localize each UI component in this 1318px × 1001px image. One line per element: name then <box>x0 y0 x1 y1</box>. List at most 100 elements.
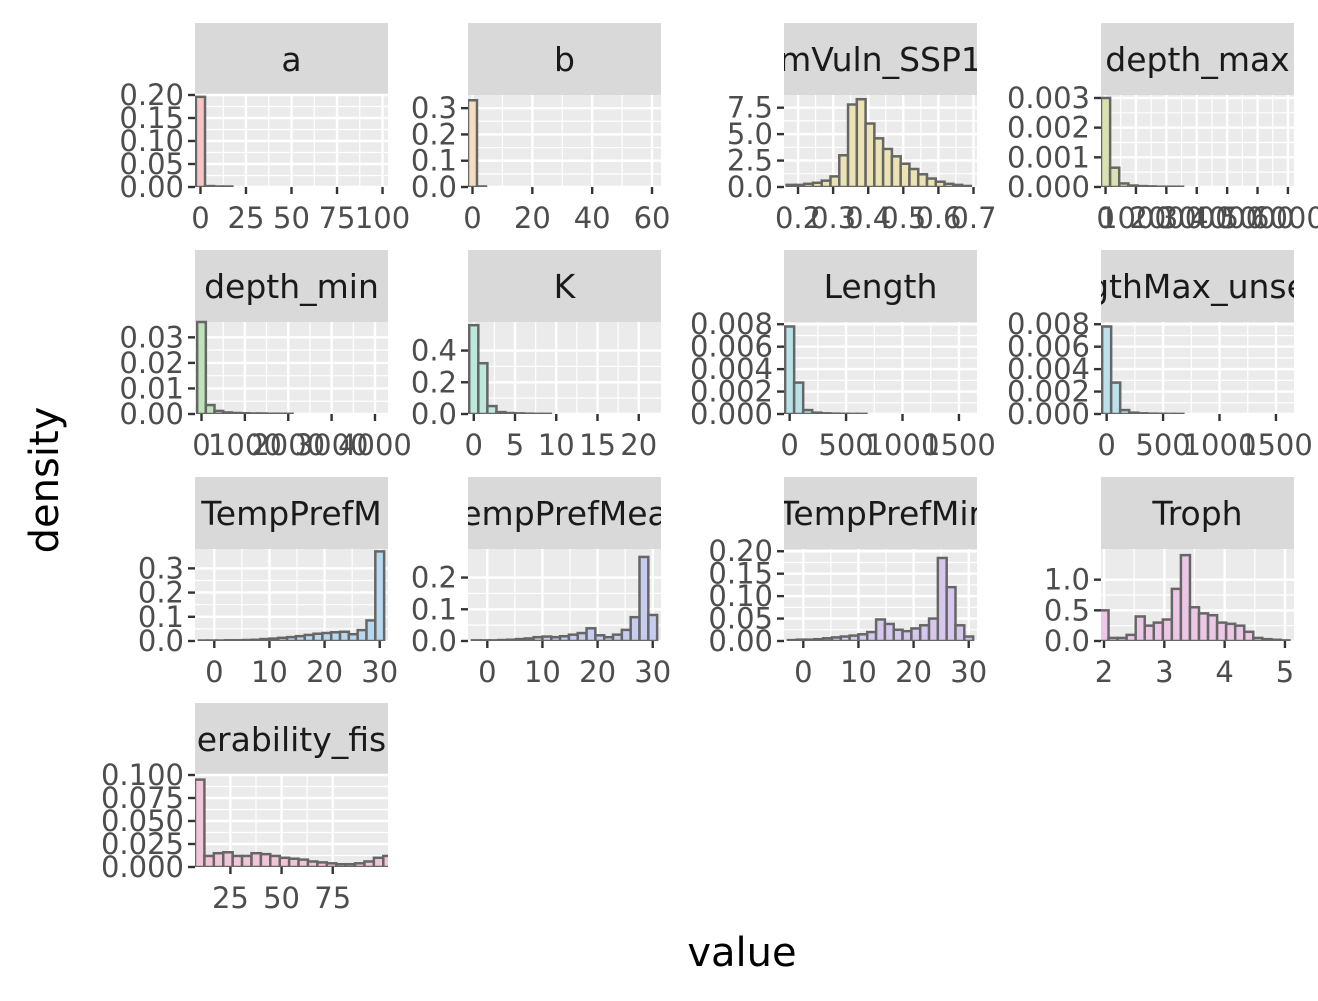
x-tick-label: 4000 <box>338 428 412 462</box>
histogram-bar <box>1242 630 1255 641</box>
x-tick-label: 5 <box>1276 655 1294 689</box>
histogram-bar <box>1101 96 1112 187</box>
panel-background <box>195 549 388 641</box>
histogram-bar <box>1117 182 1130 187</box>
histogram-bar <box>786 638 798 641</box>
y-tick-label: 0.004 <box>690 352 773 386</box>
histogram-bar <box>1127 411 1140 414</box>
histogram-bar <box>901 629 913 641</box>
histogram-bar <box>1170 587 1183 641</box>
histogram-bars <box>195 778 388 867</box>
histogram-bar <box>1107 636 1119 641</box>
x-tick-label: 20 <box>579 655 616 689</box>
y-tick-label: 2.5 <box>727 144 773 178</box>
x-tick-label: 0 <box>794 655 812 689</box>
histogram-bar <box>329 631 342 641</box>
y-tick-label: 0.15 <box>708 557 773 591</box>
x-tick-label: 40 <box>574 201 611 235</box>
facet-strip-label: gthMax_unse <box>1088 267 1307 306</box>
y-tick-label: 0.10 <box>708 579 773 613</box>
x-tick-label: 1000 <box>1183 428 1257 462</box>
histogram-bar <box>195 95 207 187</box>
histogram-bars <box>468 99 488 187</box>
histogram-bar <box>1134 615 1146 641</box>
x-tick-label: 0.4 <box>845 201 891 235</box>
facet-panel: K 0.00.20.4 0 5 10 15 20 <box>411 250 661 462</box>
x-tick-label: 75 <box>314 881 351 915</box>
y-tick-label: 0.2 <box>411 365 457 399</box>
histogram-bar <box>838 154 850 187</box>
y-tick-label: 0.3 <box>411 91 457 125</box>
grid-lines <box>1101 549 1294 641</box>
panel-background <box>468 322 661 414</box>
histogram-bar <box>1108 166 1121 187</box>
x-tick-label: 0.2 <box>775 201 821 235</box>
histogram-bar <box>813 637 825 641</box>
histogram-bar <box>1215 621 1228 641</box>
histogram-bar <box>1136 184 1148 187</box>
histogram-bar <box>250 851 263 867</box>
facet-strip <box>195 477 388 549</box>
histogram-bar <box>1188 606 1201 641</box>
histogram-bar <box>638 555 650 641</box>
histogram-bar <box>256 412 268 414</box>
histogram-bar <box>857 633 869 641</box>
y-tick-label: 0.20 <box>708 534 773 568</box>
x-tick-label: 1000 <box>866 428 940 462</box>
facet-strip-label: empPrefMea <box>461 494 667 533</box>
grid-lines <box>195 773 388 867</box>
histogram-bar <box>1224 622 1237 641</box>
histogram-bar <box>241 638 254 641</box>
histogram-bar <box>821 637 834 641</box>
histogram-bar <box>468 323 480 414</box>
histogram-bar <box>372 856 385 867</box>
histogram-bar <box>602 635 615 641</box>
histogram-bar <box>347 632 359 641</box>
x-tick-label: 0.7 <box>950 201 996 235</box>
x-tick-label: 0 <box>463 201 481 235</box>
histogram-bar <box>195 320 208 414</box>
histogram-bar <box>221 851 234 867</box>
y-tick-label: 0.025 <box>101 827 184 861</box>
facet-strip-label: a <box>281 40 301 79</box>
histogram-bar <box>1125 633 1137 641</box>
histogram-bar <box>479 639 491 641</box>
histogram-bar <box>848 634 860 641</box>
histogram-bar <box>594 634 606 641</box>
x-tick-label: 10 <box>251 655 288 689</box>
histogram-bar <box>585 627 597 641</box>
y-tick-label: 0.1 <box>138 600 184 634</box>
histogram-bar <box>954 624 966 641</box>
y-tick-label: 0.002 <box>1007 111 1090 145</box>
x-tick-label: 30 <box>634 655 671 689</box>
y-tick-label: 5.0 <box>727 117 773 151</box>
histogram-bar <box>344 862 357 867</box>
histogram-bar <box>259 637 271 641</box>
histogram-bar <box>881 147 894 187</box>
facet-panel: TempPrefMir 0.000.050.100.150.20 0 10 20 30 <box>708 477 987 689</box>
histogram-bar <box>830 636 843 641</box>
histogram-bar <box>213 409 225 414</box>
y-axis-title: density <box>22 407 68 554</box>
y-tick-label: 0.5 <box>1044 593 1090 627</box>
facet-strip-label: b <box>554 40 575 79</box>
histogram-bar <box>268 637 280 641</box>
y-tick-label: 0.1 <box>411 144 457 178</box>
histogram-bar <box>1270 638 1282 641</box>
y-tick-label: 0.001 <box>1007 140 1090 174</box>
histogram-bar <box>338 630 351 641</box>
histogram-bar <box>224 639 236 641</box>
histogram-bar <box>960 184 973 187</box>
y-tick-label: 0.0 <box>1044 624 1090 658</box>
histogram-bar <box>470 639 482 641</box>
histogram-bar <box>839 635 851 641</box>
x-tick-label: 0.5 <box>880 201 926 235</box>
histogram-bar <box>495 410 507 414</box>
facet-strip <box>1101 250 1294 322</box>
x-axis-title: value <box>687 930 796 976</box>
histogram-bar <box>504 411 516 414</box>
histogram-bar <box>918 624 931 641</box>
histogram-bar <box>316 861 329 867</box>
